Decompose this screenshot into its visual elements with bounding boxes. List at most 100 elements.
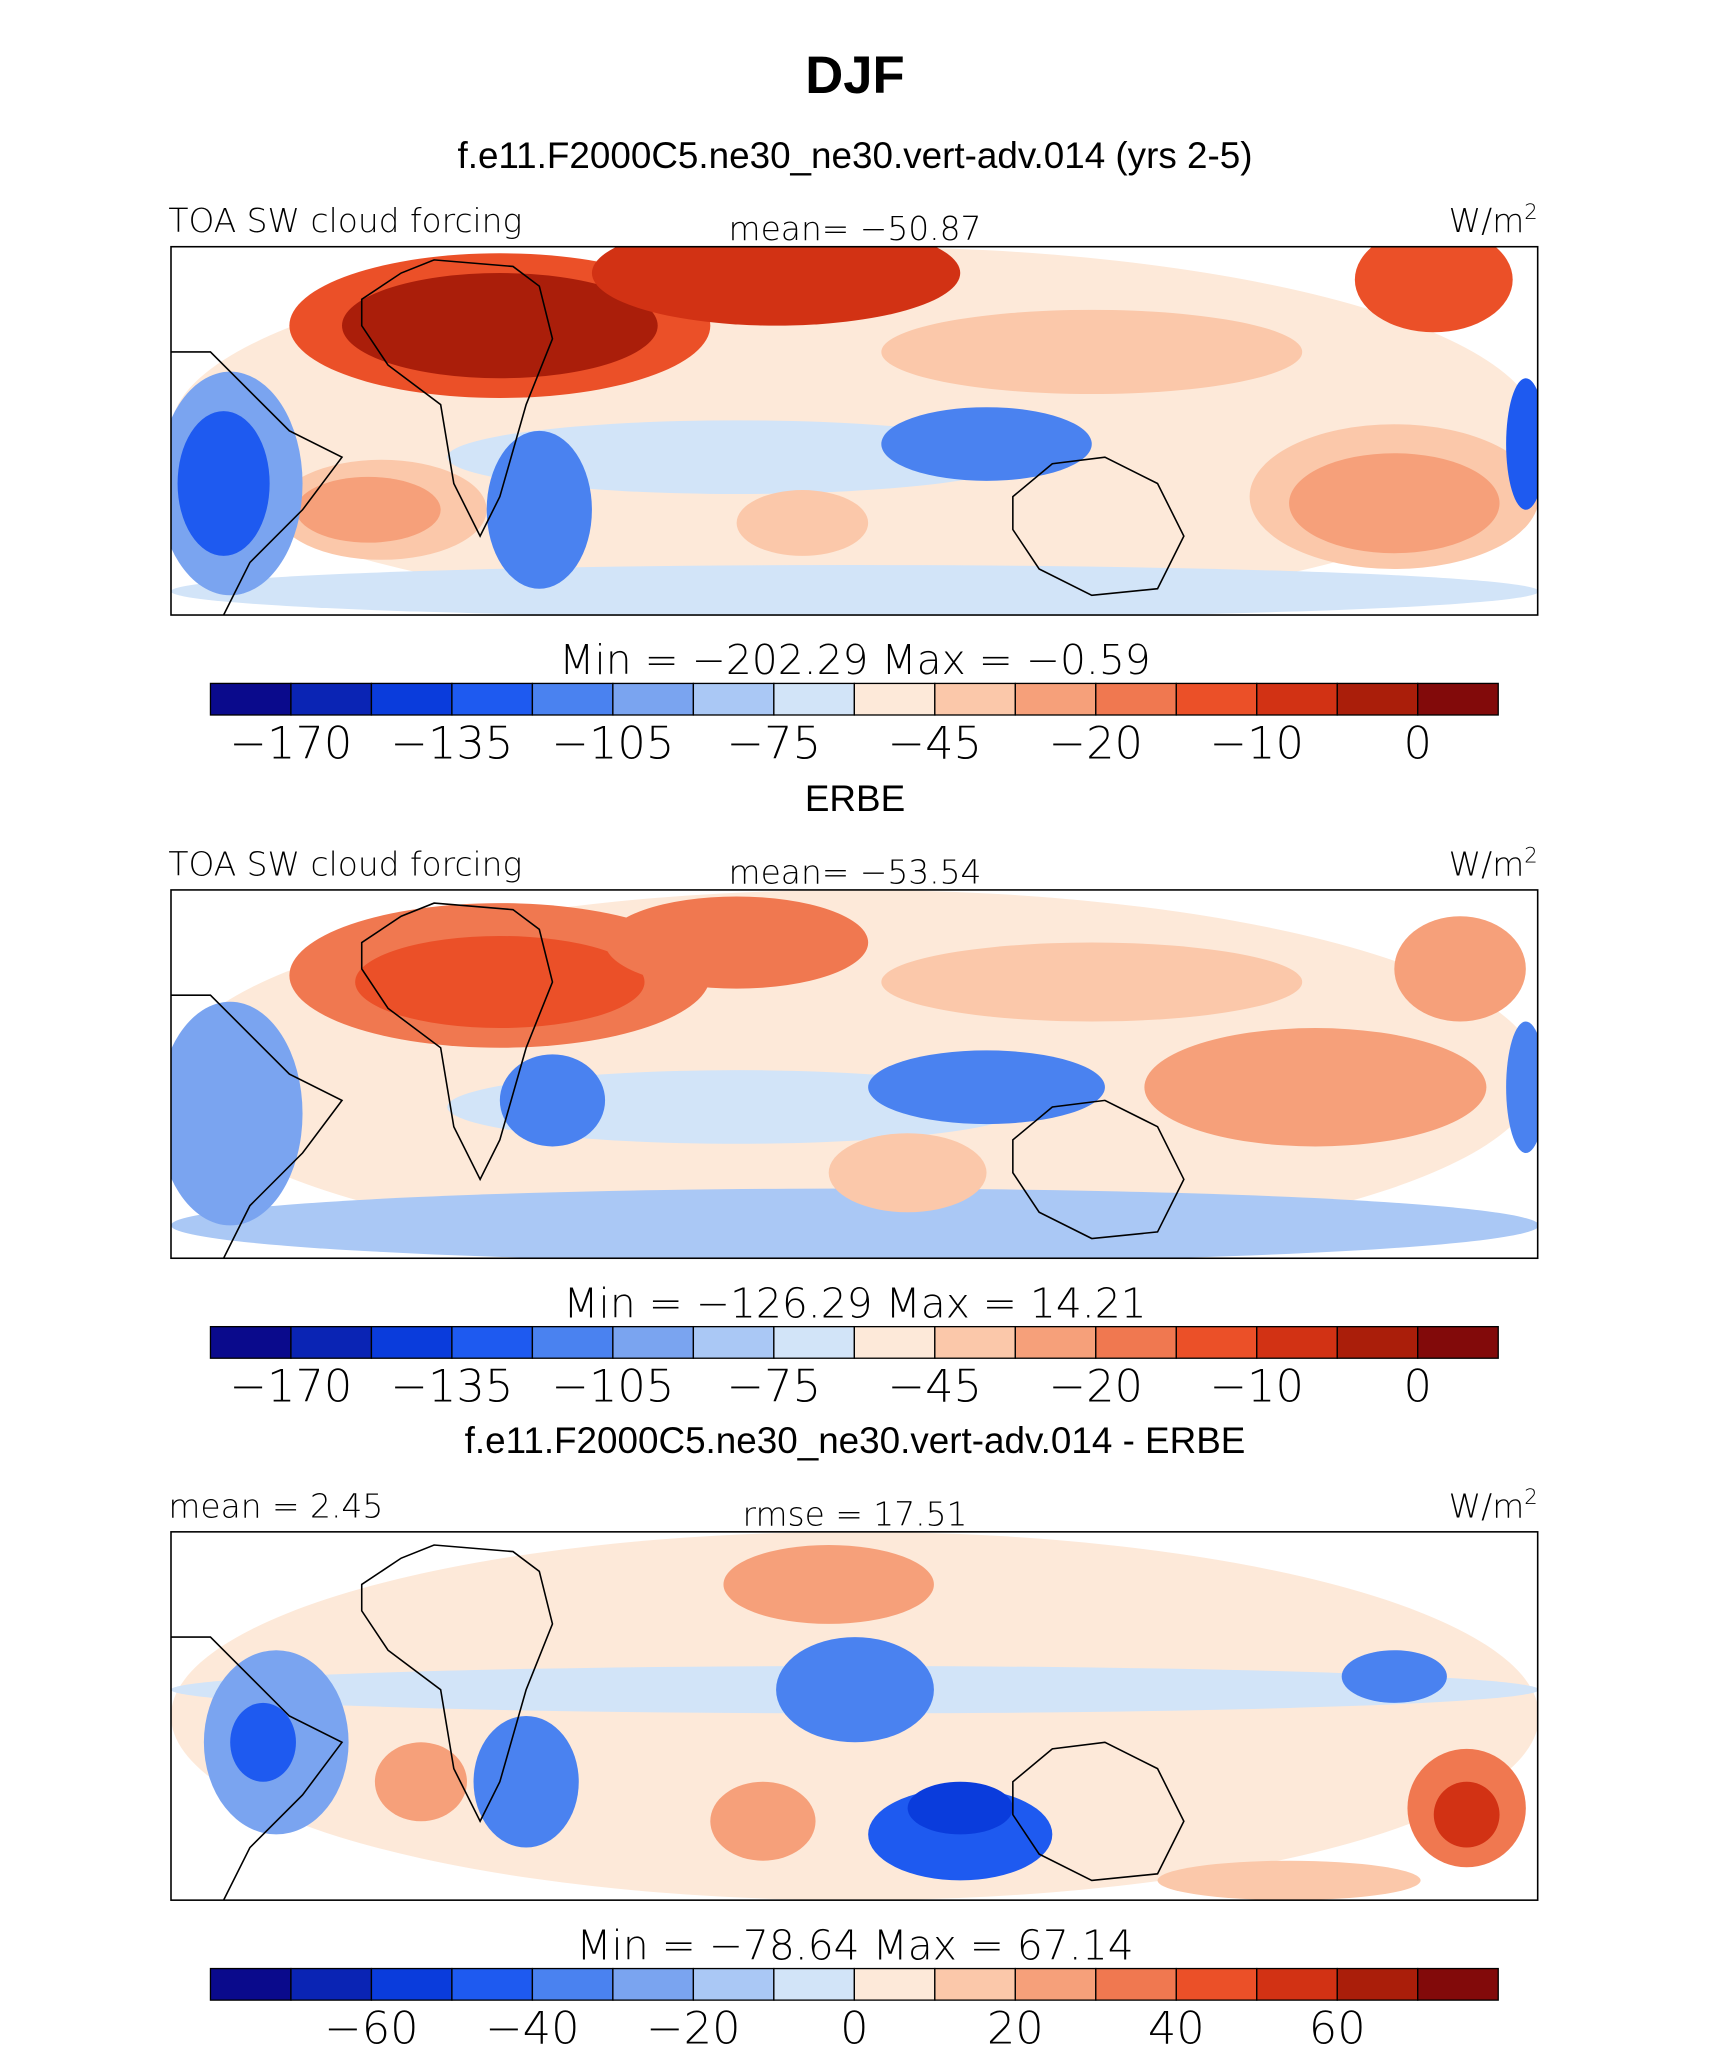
panel-left-label: TOA SW cloud forcing bbox=[168, 844, 522, 883]
field-contour bbox=[171, 565, 1538, 616]
field-contour bbox=[342, 273, 658, 379]
field-contour bbox=[907, 1781, 1013, 1835]
colorbar-label: −10 bbox=[1210, 716, 1304, 769]
colorbar-box bbox=[612, 682, 695, 716]
colorbar-box bbox=[773, 1325, 855, 1359]
figure-title: DJF bbox=[805, 46, 904, 105]
colorbar-box bbox=[1175, 682, 1258, 716]
field-contour bbox=[591, 246, 961, 326]
colorbar-box bbox=[934, 682, 1016, 716]
panel-title: ERBE bbox=[805, 778, 905, 819]
colorbar-box bbox=[853, 1967, 936, 2001]
colorbar-box bbox=[1014, 1967, 1097, 2001]
coastline bbox=[360, 259, 554, 538]
colorbar-box bbox=[853, 1325, 936, 1359]
field-contour bbox=[828, 1133, 987, 1213]
colorbar-label: 40 bbox=[1148, 2002, 1205, 2055]
colorbar-box bbox=[934, 1967, 1016, 2001]
panel: f.e11.F2000C5.ne30_ne30.vert-adv.014 - E… bbox=[168, 1420, 1539, 2055]
colorbar-box bbox=[1014, 1325, 1097, 1359]
colorbar-box bbox=[1095, 1325, 1177, 1359]
map-frame bbox=[170, 245, 1539, 616]
colorbar-box bbox=[1256, 682, 1338, 716]
colorbar-box bbox=[612, 1325, 695, 1359]
field-contour bbox=[1506, 1021, 1538, 1153]
colorbar-box bbox=[853, 682, 936, 716]
colorbar-box bbox=[773, 1967, 855, 2001]
colorbar-label: −60 bbox=[324, 2002, 418, 2055]
colorbar-box bbox=[1014, 682, 1097, 716]
coastline bbox=[360, 1544, 554, 1823]
min-max-label: Min = −78.64 Max = 67.14 bbox=[576, 1921, 1133, 1969]
field-contour bbox=[473, 1716, 579, 1848]
units-exponent: 2 bbox=[1524, 1484, 1537, 1509]
field-contour bbox=[171, 1188, 1538, 1259]
colorbar-box bbox=[1256, 1325, 1338, 1359]
colorbar-box bbox=[1417, 1325, 1499, 1359]
colorbar-label: −45 bbox=[888, 716, 982, 769]
panel-left-label: mean = 2.45 bbox=[168, 1486, 383, 1525]
colorbar-box bbox=[531, 1325, 614, 1359]
colorbar-box bbox=[934, 1325, 1016, 1359]
map bbox=[171, 889, 1538, 1259]
field-contour bbox=[1341, 1650, 1447, 1703]
field-contour bbox=[171, 1001, 303, 1226]
units: W/m2 bbox=[1449, 1484, 1538, 1525]
field-contour bbox=[1289, 453, 1500, 554]
field-contour bbox=[447, 420, 1026, 495]
colorbar-label: 0 bbox=[840, 2002, 868, 2055]
colorbar-box bbox=[451, 1967, 534, 2001]
field-contour bbox=[868, 1050, 1105, 1125]
colorbar-box bbox=[1175, 1967, 1258, 2001]
coastline bbox=[171, 994, 344, 1259]
colorbar-label: −75 bbox=[727, 716, 821, 769]
colorbar-box bbox=[1175, 1325, 1258, 1359]
units: W/m2 bbox=[1449, 199, 1538, 240]
field-contour bbox=[486, 430, 592, 589]
field-contour bbox=[776, 1637, 934, 1743]
field-contour bbox=[1394, 916, 1526, 1022]
colorbar-box bbox=[1095, 682, 1177, 716]
colorbar-box bbox=[290, 682, 373, 716]
field-contour bbox=[355, 935, 645, 1029]
colorbar-box bbox=[290, 1967, 373, 2001]
colorbar-label: −20 bbox=[1049, 716, 1143, 769]
field-contour bbox=[881, 942, 1303, 1022]
colorbar-label: −135 bbox=[391, 1360, 514, 1413]
map-frame bbox=[170, 1531, 1539, 1901]
colorbar-label: −105 bbox=[551, 1360, 674, 1413]
coastline bbox=[171, 351, 344, 616]
colorbar-box bbox=[692, 682, 775, 716]
coastline bbox=[1012, 1099, 1185, 1240]
colorbar-box bbox=[451, 682, 534, 716]
field-contour bbox=[499, 1054, 606, 1147]
panel-center-label: mean= −50.87 bbox=[729, 209, 982, 248]
colorbar-box bbox=[1417, 682, 1499, 716]
units-exponent: 2 bbox=[1524, 842, 1537, 867]
field-contour bbox=[230, 1702, 296, 1782]
field-contour bbox=[723, 1545, 934, 1624]
panel-center-label: mean= −53.54 bbox=[729, 852, 982, 891]
colorbar-box bbox=[209, 1325, 292, 1359]
units-exponent: 2 bbox=[1524, 199, 1537, 224]
panel: f.e11.F2000C5.ne30_ne30.vert-adv.014 (yr… bbox=[168, 135, 1539, 769]
colorbar-box bbox=[1095, 1967, 1177, 2001]
panel-center-label: rmse = 17.51 bbox=[743, 1494, 968, 1533]
colorbar-label: −75 bbox=[727, 1360, 821, 1413]
units-base: W/m bbox=[1449, 201, 1525, 240]
panel-title: f.e11.F2000C5.ne30_ne30.vert-adv.014 (yr… bbox=[457, 135, 1252, 176]
colorbar-box bbox=[451, 1325, 534, 1359]
colorbar-box bbox=[1336, 1325, 1419, 1359]
panel: ERBE TOA SW cloud forcing mean= −53.54 W/m2… bbox=[168, 778, 1539, 1413]
map bbox=[171, 246, 1538, 616]
colorbar-label: 0 bbox=[1404, 1360, 1432, 1413]
field-contour bbox=[710, 1781, 816, 1861]
colorbar-label: 60 bbox=[1309, 2002, 1366, 2055]
colorbar-box bbox=[209, 1967, 292, 2001]
colorbar-label: −45 bbox=[888, 1360, 982, 1413]
field-contour bbox=[1144, 1028, 1487, 1147]
field-contour bbox=[295, 476, 441, 543]
colorbar-label: −20 bbox=[1049, 1360, 1143, 1413]
min-max-label: Min = −202.29 Max = −0.59 bbox=[559, 636, 1150, 684]
